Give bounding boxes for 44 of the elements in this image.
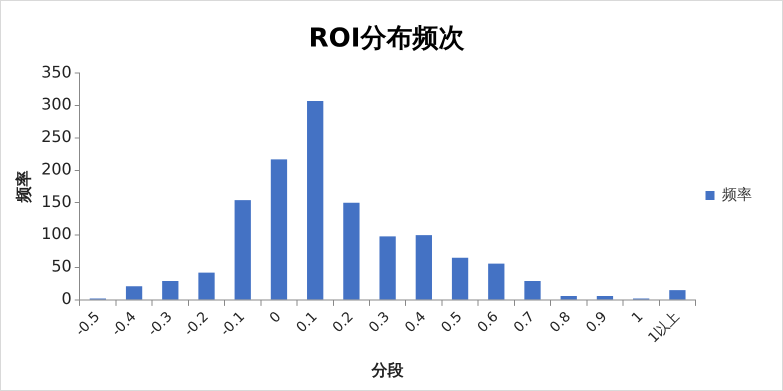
y-tick-label: 200 — [41, 159, 72, 178]
x-tick-label: 1 — [628, 308, 647, 326]
y-tick-label: 150 — [41, 192, 72, 211]
y-tick-label: 350 — [41, 62, 72, 82]
bar — [379, 236, 396, 300]
x-tick-label: 0.3 — [366, 308, 394, 336]
bar — [234, 200, 251, 300]
x-tick-label: 0 — [266, 308, 284, 326]
bar — [560, 296, 577, 300]
bar — [126, 286, 142, 300]
x-tick-label: 0.4 — [402, 308, 430, 336]
bar — [198, 272, 215, 300]
x-tick-label: -0.5 — [72, 308, 104, 340]
x-tick-label: -0.3 — [145, 308, 176, 340]
x-tick-label: -0.2 — [181, 308, 212, 340]
legend-label: 频率 — [722, 185, 752, 204]
y-tick-label: 50 — [51, 256, 72, 276]
x-tick-label: 0.9 — [583, 308, 610, 336]
x-tick-label: 0.5 — [438, 308, 466, 336]
bar — [524, 281, 541, 300]
x-tick-label: -0.4 — [108, 308, 140, 340]
x-axis-title: 分段 — [370, 360, 405, 380]
x-tick-label: 0.2 — [330, 308, 357, 336]
bar — [162, 281, 178, 300]
x-tick-label: -0.1 — [218, 308, 248, 340]
x-tick-label: 0.8 — [547, 308, 574, 336]
chart-title: ROI分布频次 — [308, 23, 466, 54]
y-tick-label: 250 — [41, 127, 72, 146]
x-tick-label: 1以上 — [645, 308, 683, 346]
bar — [452, 258, 468, 300]
bar — [596, 296, 614, 300]
y-axis-title: 频率 — [14, 170, 33, 204]
bar — [343, 202, 360, 300]
bar — [488, 264, 504, 300]
y-tick-label: 0 — [62, 288, 72, 308]
bar — [416, 235, 432, 300]
bar — [270, 159, 288, 300]
x-tick-label: 0.7 — [510, 308, 538, 336]
y-tick-label: 100 — [41, 224, 72, 244]
bar — [307, 101, 324, 300]
x-tick-label: 0.6 — [474, 308, 502, 336]
x-tick-label: 0.1 — [294, 308, 321, 336]
y-tick-label: 300 — [41, 94, 72, 114]
bar — [669, 290, 686, 300]
